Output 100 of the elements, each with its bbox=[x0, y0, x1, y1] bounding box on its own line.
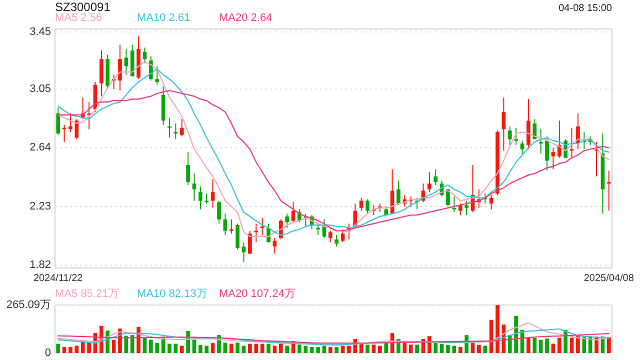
x-tick-label: 2025/04/08 bbox=[584, 273, 634, 284]
candlestick bbox=[217, 200, 221, 224]
bar bbox=[304, 346, 308, 353]
bar bbox=[168, 344, 172, 353]
y-tick-label: 3.05 bbox=[30, 83, 51, 96]
candlestick bbox=[384, 206, 388, 217]
candlestick bbox=[359, 197, 364, 212]
bar bbox=[582, 337, 586, 353]
candlestick bbox=[68, 112, 72, 133]
y-tick-label: 3.45 bbox=[30, 26, 51, 38]
bar bbox=[149, 340, 153, 353]
bar bbox=[378, 346, 382, 353]
text: MA10 82.13万 bbox=[137, 288, 208, 300]
candlestick bbox=[514, 127, 518, 146]
bar bbox=[372, 344, 376, 353]
candlestick bbox=[334, 234, 339, 248]
candlestick bbox=[186, 152, 190, 186]
candlestick bbox=[210, 178, 215, 208]
bar bbox=[408, 344, 413, 353]
text: MA10 2.61 bbox=[137, 12, 190, 24]
bar bbox=[477, 345, 481, 353]
bar bbox=[223, 342, 228, 353]
candlestick bbox=[428, 172, 432, 193]
bar bbox=[74, 346, 79, 353]
bar bbox=[112, 340, 116, 353]
candlestick bbox=[291, 202, 296, 223]
bar bbox=[570, 338, 574, 353]
candlestick bbox=[551, 147, 556, 170]
candlestick bbox=[223, 213, 228, 236]
text: 04-08 15:00 bbox=[558, 3, 612, 14]
bar bbox=[347, 346, 351, 353]
candlestick bbox=[204, 193, 209, 204]
candlestick bbox=[508, 126, 512, 146]
bar bbox=[192, 340, 196, 353]
y-tick-label: 265.09万 bbox=[6, 298, 51, 311]
bar bbox=[180, 346, 184, 353]
bar bbox=[155, 343, 160, 353]
y-tick-label: 2.23 bbox=[30, 200, 51, 212]
candlestick bbox=[557, 120, 562, 158]
y-tick-label: 0 bbox=[44, 346, 51, 359]
candlestick bbox=[242, 242, 246, 263]
bar bbox=[56, 344, 60, 353]
text: MA5 85.21万 bbox=[55, 288, 120, 300]
text: MA20 2.64 bbox=[219, 12, 272, 24]
bar bbox=[402, 343, 407, 353]
candlestick bbox=[458, 203, 462, 216]
bar bbox=[254, 344, 258, 353]
bar bbox=[334, 347, 339, 353]
candlestick bbox=[366, 198, 370, 214]
bar bbox=[496, 305, 500, 353]
bar bbox=[278, 344, 283, 353]
bar bbox=[68, 347, 72, 353]
line-series bbox=[57, 90, 610, 232]
bar bbox=[266, 344, 270, 353]
candlestick bbox=[174, 122, 178, 140]
x-tick-label: 2024/11/22 bbox=[33, 273, 84, 284]
bar bbox=[545, 338, 549, 353]
bar bbox=[210, 343, 215, 353]
candlestick bbox=[452, 196, 456, 213]
candlestick bbox=[229, 218, 234, 234]
candlestick bbox=[62, 124, 66, 143]
candlestick bbox=[74, 118, 79, 140]
bar bbox=[298, 344, 302, 353]
candlestick bbox=[124, 48, 128, 76]
bar bbox=[130, 335, 134, 353]
line-series bbox=[57, 328, 610, 346]
candlestick bbox=[464, 200, 468, 216]
candlestick bbox=[545, 136, 549, 172]
candlestick bbox=[236, 223, 240, 250]
candlestick bbox=[340, 228, 345, 243]
bar bbox=[557, 338, 562, 353]
bar bbox=[328, 347, 332, 353]
candlestick bbox=[192, 173, 196, 202]
candlestick bbox=[87, 101, 91, 130]
candlestick bbox=[118, 44, 122, 92]
bar bbox=[532, 338, 537, 353]
candlestick bbox=[328, 230, 332, 243]
bar bbox=[446, 345, 450, 353]
bar bbox=[526, 338, 530, 353]
candlestick bbox=[434, 168, 438, 186]
bar bbox=[483, 346, 488, 353]
candlestick bbox=[155, 66, 160, 86]
chart-title: SZ300091 bbox=[55, 0, 111, 14]
bar bbox=[229, 344, 234, 353]
y-tick-label: 2.64 bbox=[30, 142, 51, 154]
bar bbox=[384, 343, 388, 353]
candlestick bbox=[180, 118, 184, 137]
bar bbox=[434, 343, 438, 353]
bar bbox=[458, 347, 462, 353]
bar bbox=[606, 337, 611, 353]
bar bbox=[285, 346, 289, 353]
candlestick bbox=[198, 186, 202, 210]
candlestick bbox=[316, 223, 320, 236]
bar bbox=[538, 340, 543, 353]
bar bbox=[62, 347, 66, 353]
candlestick bbox=[56, 107, 60, 136]
text: MA5 2.56 bbox=[55, 12, 102, 24]
bar bbox=[198, 345, 202, 353]
candlestick bbox=[606, 170, 611, 212]
candlestick bbox=[285, 213, 289, 228]
